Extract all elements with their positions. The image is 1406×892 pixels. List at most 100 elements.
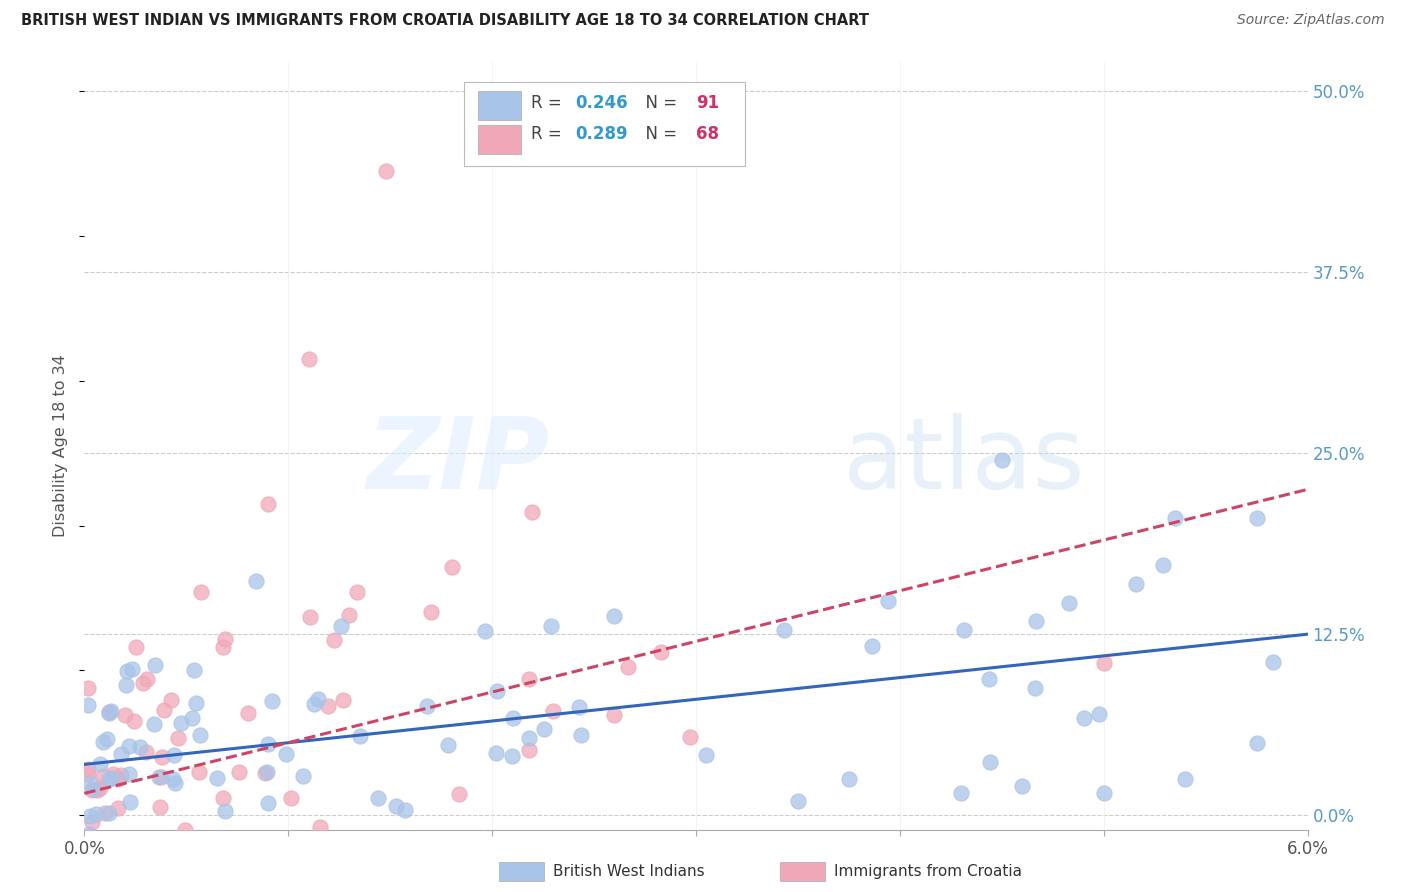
Point xyxy=(257,497,280,511)
Point xyxy=(98,772,121,786)
Point xyxy=(146,851,169,865)
Point xyxy=(1261,655,1284,669)
Point xyxy=(257,737,280,751)
Point xyxy=(103,767,125,781)
Point xyxy=(262,693,284,707)
Point xyxy=(517,731,540,746)
Point xyxy=(188,728,211,742)
Point xyxy=(152,851,174,865)
Point xyxy=(107,801,129,815)
Point xyxy=(440,559,463,574)
Text: BRITISH WEST INDIAN VS IMMIGRANTS FROM CROATIA DISABILITY AGE 18 TO 34 CORRELATI: BRITISH WEST INDIAN VS IMMIGRANTS FROM C… xyxy=(21,13,869,29)
FancyBboxPatch shape xyxy=(464,81,745,166)
Point xyxy=(82,782,104,797)
Point xyxy=(91,735,114,749)
Point xyxy=(80,814,103,829)
Point xyxy=(437,738,460,752)
Text: atlas: atlas xyxy=(842,413,1084,510)
Point xyxy=(162,772,184,786)
Point xyxy=(977,672,1000,686)
Point xyxy=(107,772,129,787)
Point xyxy=(1073,710,1095,724)
Point xyxy=(165,847,187,861)
Point xyxy=(346,585,368,599)
Point xyxy=(115,664,138,678)
Point xyxy=(367,790,389,805)
Point xyxy=(82,782,104,797)
FancyBboxPatch shape xyxy=(478,91,522,120)
Point xyxy=(110,768,132,782)
Point xyxy=(77,681,100,696)
Point xyxy=(183,663,205,677)
Point xyxy=(79,776,101,790)
Point xyxy=(184,696,207,710)
Point xyxy=(568,699,591,714)
Y-axis label: Disability Age 18 to 34: Disability Age 18 to 34 xyxy=(53,355,69,537)
Point xyxy=(254,765,277,780)
Point xyxy=(236,706,259,720)
Point xyxy=(375,164,398,178)
Point xyxy=(543,704,565,718)
Point xyxy=(695,747,717,762)
Point xyxy=(862,639,884,653)
Point xyxy=(167,731,190,745)
Point xyxy=(1152,558,1174,572)
Point xyxy=(170,716,193,731)
Point xyxy=(332,692,354,706)
Point xyxy=(153,703,176,717)
Point xyxy=(97,705,120,719)
Point xyxy=(77,827,100,841)
Point xyxy=(316,698,339,713)
Text: 91: 91 xyxy=(696,94,718,112)
Point xyxy=(136,672,159,686)
Point xyxy=(181,711,204,725)
Point xyxy=(517,672,540,686)
Point xyxy=(118,796,141,810)
Point xyxy=(214,804,236,818)
Point xyxy=(449,787,471,801)
Point xyxy=(156,851,179,865)
Point xyxy=(190,584,212,599)
Point xyxy=(89,781,111,796)
Point xyxy=(603,609,626,624)
Point xyxy=(339,607,361,622)
Point xyxy=(97,806,120,821)
Text: N =: N = xyxy=(636,94,682,112)
Point xyxy=(309,821,332,835)
Point xyxy=(1059,596,1081,610)
Point xyxy=(1125,577,1147,591)
Point xyxy=(1092,786,1115,800)
Point xyxy=(84,806,107,821)
Point xyxy=(77,763,100,777)
Text: 68: 68 xyxy=(696,125,718,143)
Point xyxy=(522,505,544,519)
Point xyxy=(1164,511,1187,525)
Point xyxy=(1024,681,1046,696)
Point xyxy=(159,693,181,707)
Point xyxy=(110,747,132,761)
Point xyxy=(617,660,640,674)
Point xyxy=(838,772,860,786)
Point xyxy=(94,805,117,820)
FancyBboxPatch shape xyxy=(478,126,522,154)
Point xyxy=(228,765,250,780)
Point xyxy=(950,786,973,800)
Point xyxy=(77,698,100,713)
Point xyxy=(1246,736,1268,750)
Point xyxy=(87,851,110,865)
Point xyxy=(474,624,496,638)
Point xyxy=(100,704,122,718)
Text: Immigrants from Croatia: Immigrants from Croatia xyxy=(834,864,1022,879)
Point xyxy=(256,765,278,780)
Point xyxy=(93,851,115,865)
Point xyxy=(280,790,302,805)
Point xyxy=(953,624,976,638)
Text: R =: R = xyxy=(531,94,567,112)
Point xyxy=(330,619,353,633)
Text: 0.289: 0.289 xyxy=(575,125,627,143)
Point xyxy=(165,775,187,789)
Point xyxy=(603,707,626,722)
Point xyxy=(1092,656,1115,670)
Point xyxy=(115,677,138,691)
Point xyxy=(96,846,118,860)
